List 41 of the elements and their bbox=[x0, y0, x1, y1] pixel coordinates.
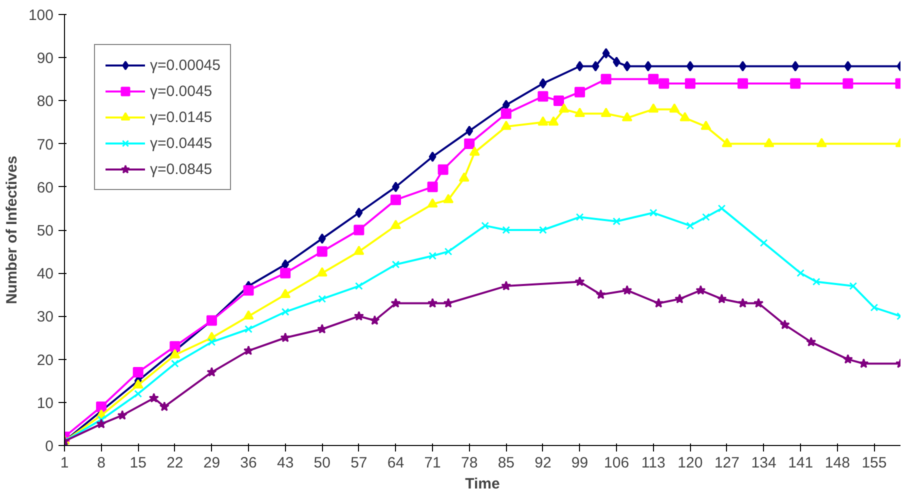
y-axis-title: Number of Infectives bbox=[3, 156, 20, 304]
legend-label: γ=0.0445 bbox=[150, 134, 212, 152]
x-tick-label: 134 bbox=[751, 454, 776, 472]
y-tick-label: 60 bbox=[36, 179, 54, 196]
x-axis-title: Time bbox=[465, 476, 500, 492]
x-tick-label: 57 bbox=[350, 454, 368, 472]
x-tick-label: 148 bbox=[824, 454, 850, 472]
x-tick-label: 141 bbox=[788, 454, 814, 472]
x-tick-label: 1 bbox=[60, 454, 69, 472]
x-tick-label: 78 bbox=[461, 454, 478, 472]
y-tick-label: 80 bbox=[36, 93, 54, 110]
x-tick-label: 113 bbox=[641, 454, 666, 472]
y-tick-label: 0 bbox=[45, 438, 54, 455]
y-tick-label: 30 bbox=[36, 308, 54, 326]
x-tick-label: 64 bbox=[387, 454, 404, 472]
y-tick-label: 20 bbox=[36, 352, 54, 369]
y-tick-label: 100 bbox=[28, 7, 54, 24]
x-tick-label: 50 bbox=[314, 454, 330, 472]
x-tick-label: 92 bbox=[534, 454, 552, 472]
y-tick-label: 10 bbox=[36, 394, 54, 412]
y-tick-label: 90 bbox=[36, 50, 54, 68]
x-tick-label: 8 bbox=[97, 454, 106, 472]
x-tick-label: 15 bbox=[130, 454, 146, 472]
x-tick-label: 36 bbox=[240, 454, 257, 472]
x-tick-label: 71 bbox=[424, 454, 441, 472]
x-tick-label: 22 bbox=[166, 454, 184, 472]
x-tick-label: 127 bbox=[714, 454, 740, 472]
y-tick-label: 50 bbox=[36, 222, 54, 240]
legend-label: γ=0.0845 bbox=[150, 160, 212, 178]
x-tick-label: 120 bbox=[678, 454, 703, 472]
x-tick-label: 43 bbox=[276, 454, 294, 472]
x-tick-label: 99 bbox=[571, 454, 588, 472]
x-tick-label: 155 bbox=[862, 454, 887, 472]
legend-label: γ=0.0045 bbox=[150, 82, 212, 100]
x-tick-label: 85 bbox=[498, 454, 515, 472]
y-tick-label: 70 bbox=[36, 136, 54, 154]
x-tick-label: 29 bbox=[203, 454, 220, 472]
y-tick-label: 40 bbox=[36, 266, 54, 283]
x-tick-label: 106 bbox=[604, 454, 630, 472]
legend-label: γ=0.00045 bbox=[150, 56, 220, 74]
legend-label: γ=0.0145 bbox=[150, 108, 212, 126]
